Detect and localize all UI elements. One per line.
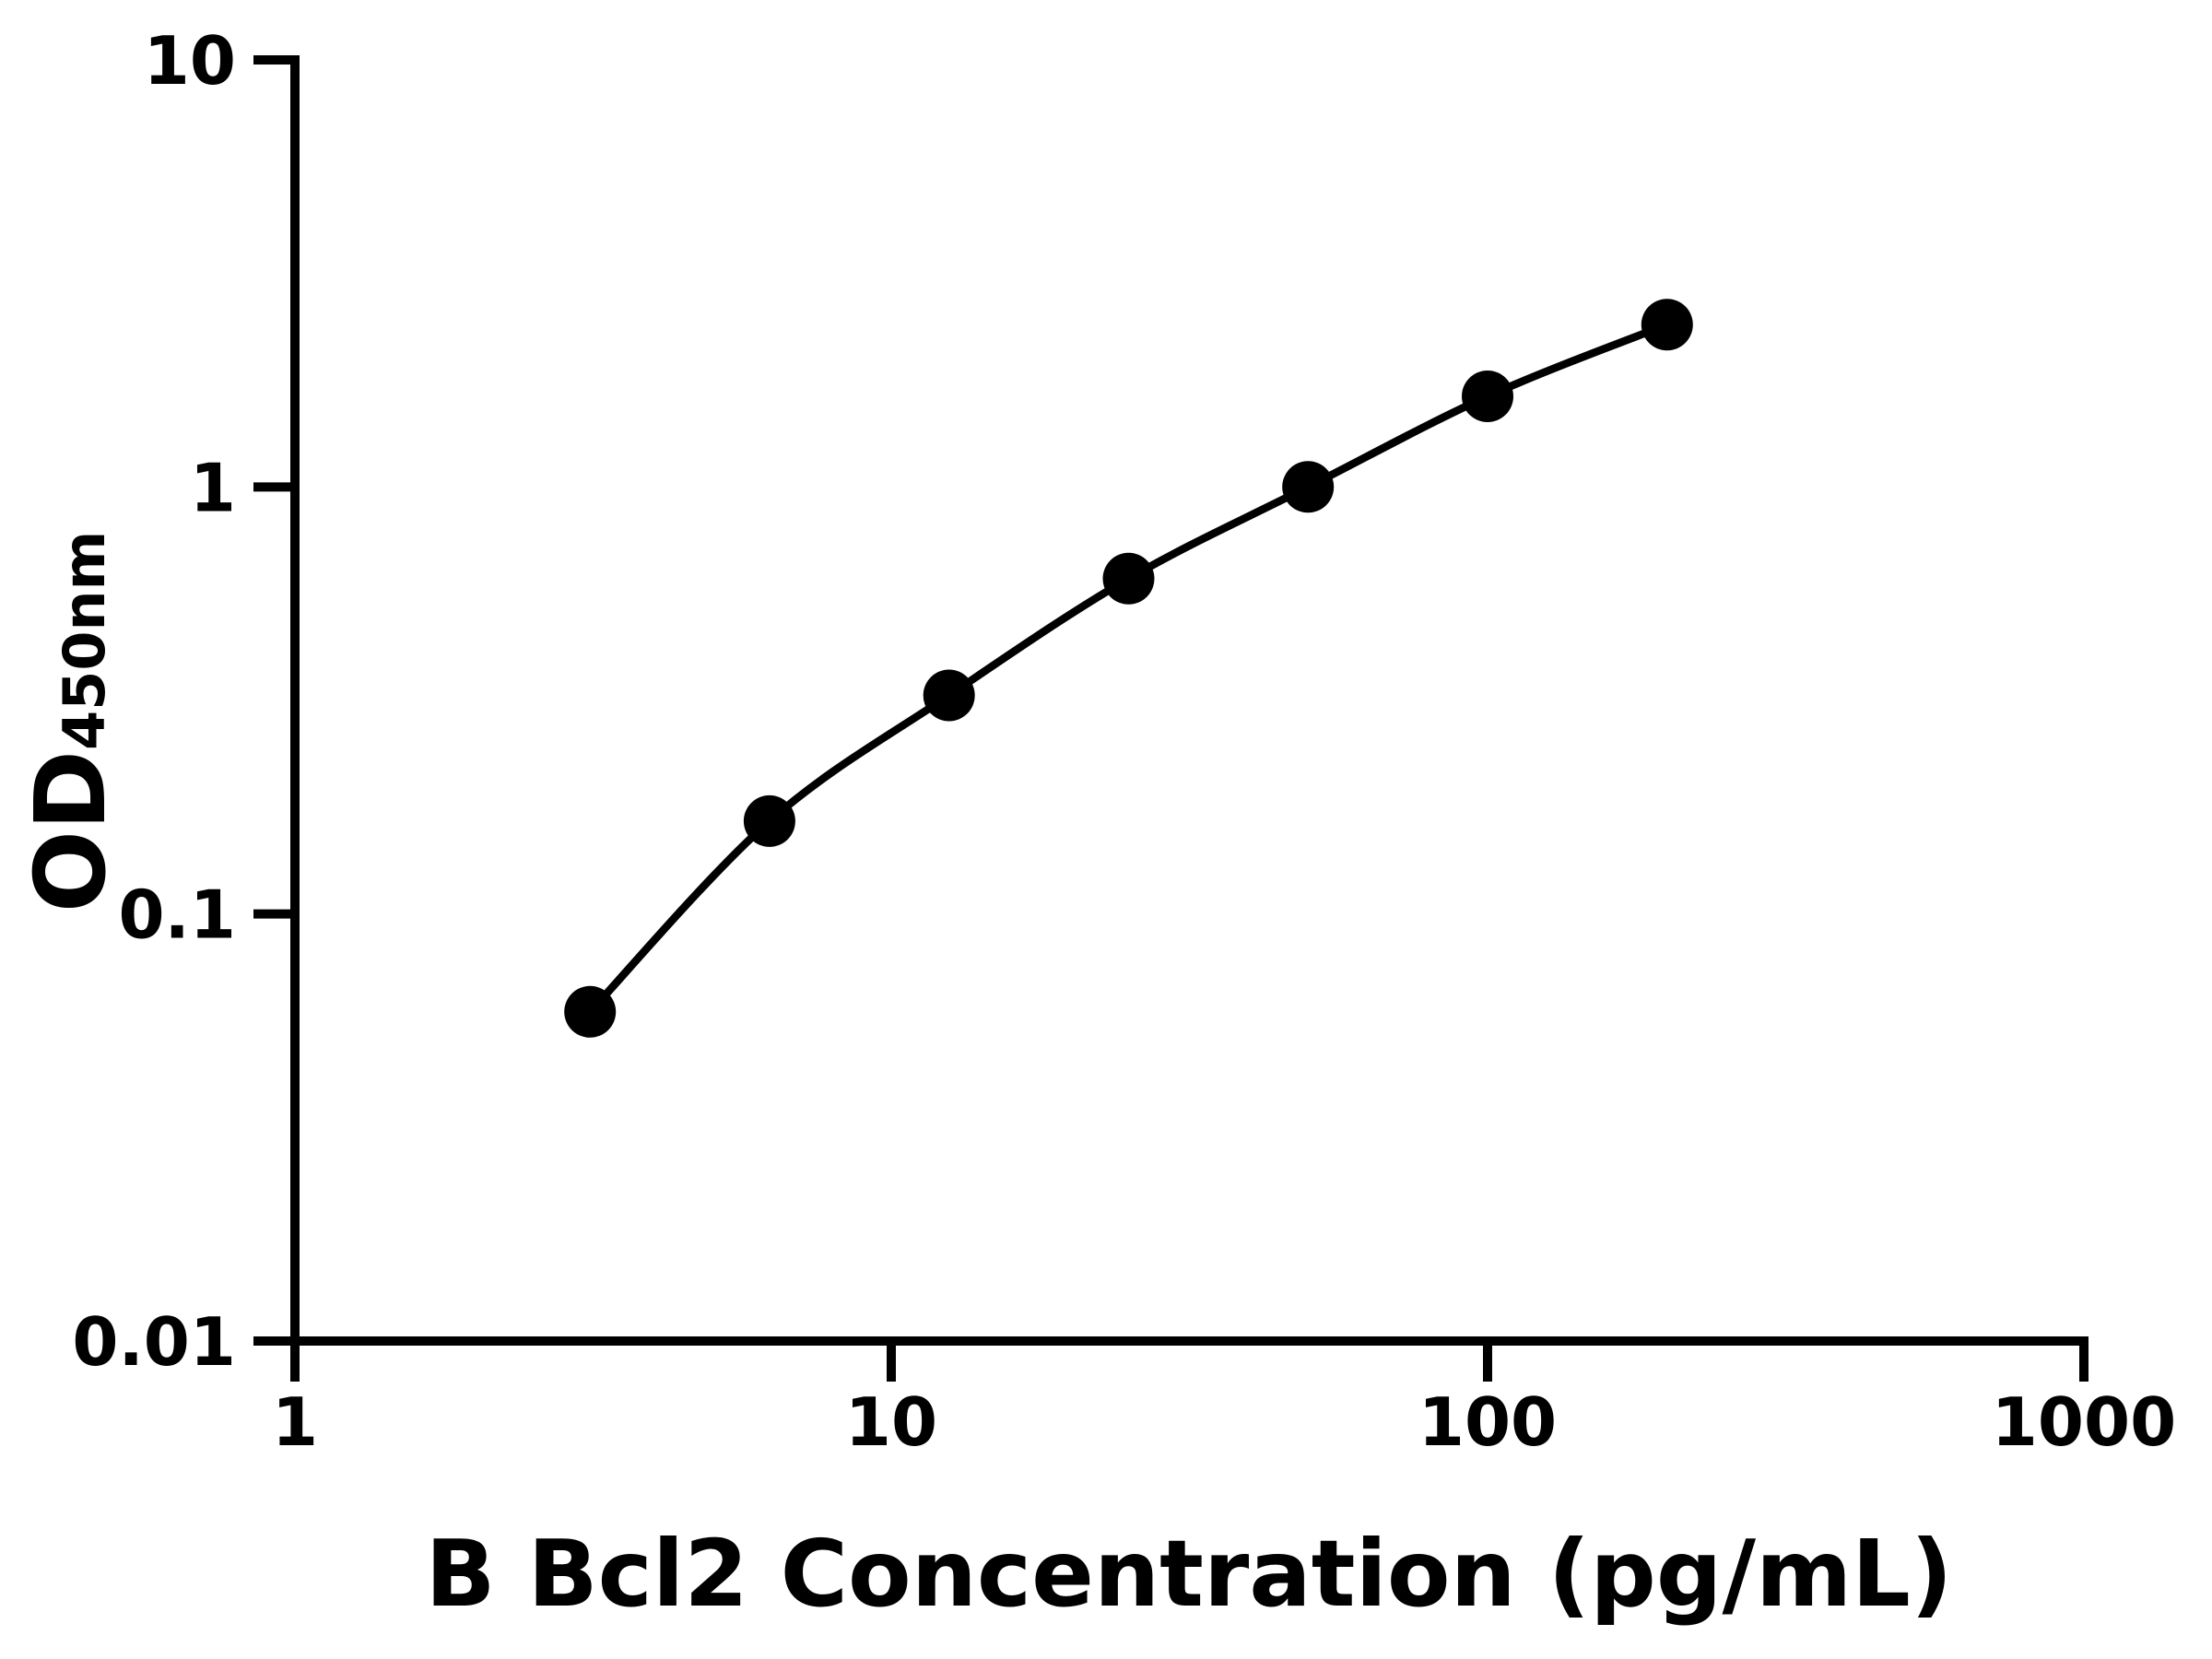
y-tick-label: 0.01 [72,1303,236,1381]
data-point [1282,461,1335,513]
y-tick-label: 1 [190,449,236,526]
data-point [743,794,795,847]
y-axis-title: OD450nm [15,531,127,913]
y-axis-title-main: OD [15,750,127,912]
data-point [564,985,617,1038]
data-points [564,299,1693,1038]
y-tick-label: 10 [144,22,236,100]
y-tick-label: 0.1 [118,877,236,954]
y-tick-marks [253,55,295,1346]
data-point [1102,552,1155,605]
x-tick-label: 1000 [1992,1383,2176,1461]
data-point [923,669,975,722]
x-tick-label: 1 [272,1383,318,1461]
y-axis-title-subscript: 450nm [51,531,118,750]
standard-curve-line [587,321,1669,1015]
data-point [1462,371,1513,422]
x-axis-title: B Bcl2 Concentration (pg/mL) [425,1520,1952,1628]
axes [290,55,2088,1346]
y-tick-labels: 10 1 0.1 0.01 [72,22,236,1381]
x-tick-label: 100 [1418,1383,1557,1461]
x-tick-marks [290,1341,2088,1382]
data-point [1641,299,1693,351]
x-tick-labels: 1 10 100 1000 [272,1383,2176,1461]
x-tick-label: 10 [845,1383,937,1461]
